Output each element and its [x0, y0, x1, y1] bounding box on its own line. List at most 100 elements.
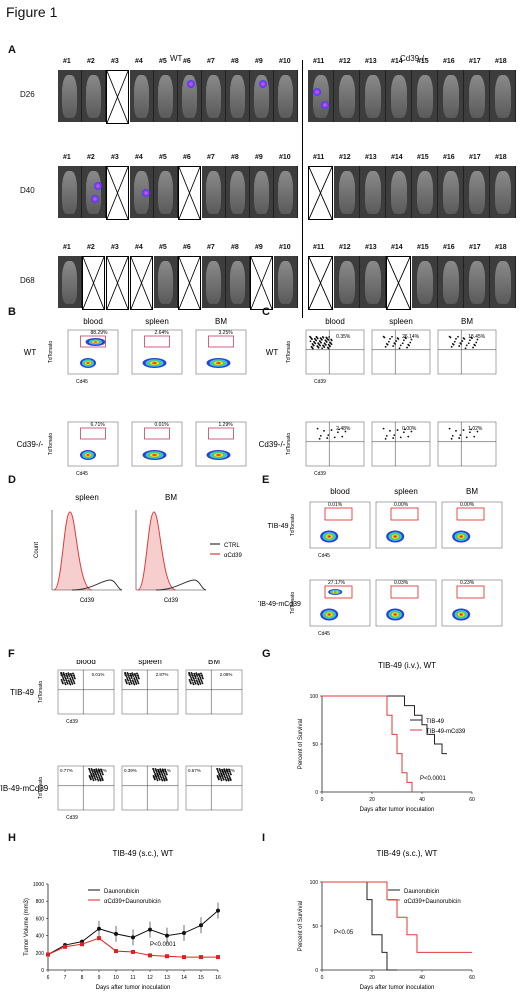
event-dot [387, 340, 390, 343]
event-dot [196, 680, 199, 683]
event-dot [384, 345, 387, 348]
tumor-signal [313, 88, 321, 97]
event-dot [89, 777, 92, 779]
event-dot [224, 776, 227, 779]
legend-label: Daunorubicin [404, 889, 439, 895]
event-dot [319, 434, 322, 437]
y-axis-label: TdTomato [290, 592, 296, 614]
event-dot [136, 679, 139, 682]
gate-box [456, 507, 485, 521]
event-dot [216, 768, 219, 771]
event-dot [99, 778, 102, 781]
event-dot [327, 347, 330, 350]
event-dot [225, 768, 228, 771]
event-dot [469, 339, 471, 342]
gate-box [208, 335, 234, 348]
mouse-number: #8 [231, 154, 239, 161]
mouse-body [158, 261, 173, 304]
event-dot [328, 336, 331, 338]
event-dot [224, 778, 227, 781]
mouse-number: #9 [255, 154, 263, 161]
event-dot [409, 341, 412, 344]
event-dot [68, 680, 71, 683]
panel-e-label: E [262, 474, 270, 486]
data-point [182, 955, 186, 960]
legend-label: αCd39+Daunorubicin [404, 899, 461, 905]
event-dot [133, 678, 136, 681]
event-dot [94, 771, 96, 773]
event-dot [330, 343, 333, 346]
event-dot [194, 681, 197, 684]
event-dot [325, 341, 328, 343]
data-point [165, 933, 169, 938]
event-dot [408, 344, 411, 347]
event-dot [193, 674, 196, 677]
gate-percent: 0.03% [394, 580, 409, 586]
event-dot [62, 678, 65, 681]
legend-label: TIB-49-mCd39 [426, 729, 466, 735]
mouse-number: #4 [135, 154, 143, 161]
event-dot [156, 773, 159, 775]
event-dot [225, 773, 228, 776]
mouse-image [360, 166, 386, 218]
event-dot [66, 682, 69, 685]
mouse-body [390, 171, 407, 214]
event-dot [462, 429, 465, 431]
mouse-number: #8 [231, 244, 239, 251]
density-contour [94, 341, 97, 343]
event-dot [63, 674, 66, 677]
event-dot [130, 675, 133, 678]
event-dot [63, 679, 66, 682]
mouse-body [254, 171, 269, 214]
event-dot [392, 437, 395, 439]
panel-f-label: F [8, 648, 15, 660]
event-dot [344, 430, 347, 433]
event-dot [318, 437, 321, 440]
event-dot [458, 437, 461, 439]
event-dot [128, 676, 131, 679]
mouse-body [416, 171, 433, 214]
mouse-number: #9 [255, 244, 263, 251]
x-axis-label: Cd45 [76, 379, 88, 385]
column-header: spleen [75, 493, 99, 502]
event-dot [137, 682, 140, 685]
event-dot [226, 776, 229, 778]
event-dot [99, 779, 102, 782]
mouse-body [442, 171, 459, 214]
mouse-number: #7 [207, 58, 215, 65]
event-dot [153, 770, 155, 772]
event-dot [162, 771, 165, 774]
event-dot [191, 679, 194, 682]
event-dot [68, 682, 71, 685]
gate-percent: 0.01% [155, 422, 170, 428]
event-dot [90, 778, 92, 781]
mouse-number: #12 [339, 154, 351, 161]
gate-box [324, 585, 353, 599]
y-tick-label: 50 [312, 742, 318, 748]
event-dot [95, 773, 97, 776]
mouse-image [490, 70, 516, 122]
y-axis-label: TdTomato [48, 433, 54, 455]
mouse-image [202, 70, 226, 122]
event-dot [392, 345, 395, 347]
deceased-mouse-cross [106, 166, 129, 220]
event-dot [124, 678, 127, 681]
mouse-image [490, 256, 516, 308]
mouse-number: #2 [87, 244, 95, 251]
event-dot [155, 769, 157, 772]
quadrant-percent: 0.67% [188, 768, 201, 773]
tumor-signal [187, 80, 196, 89]
quadrant-percent: 0.35% [336, 334, 351, 340]
event-dot [200, 674, 203, 677]
event-dot [321, 347, 324, 350]
event-dot [224, 770, 226, 773]
deceased-mouse-cross [308, 256, 333, 310]
mouse-image [334, 166, 360, 218]
data-point [131, 935, 135, 940]
x-tick-label: 60 [469, 797, 475, 803]
event-dot [98, 771, 101, 774]
mouse-body [338, 171, 355, 214]
mouse-image [464, 166, 490, 218]
